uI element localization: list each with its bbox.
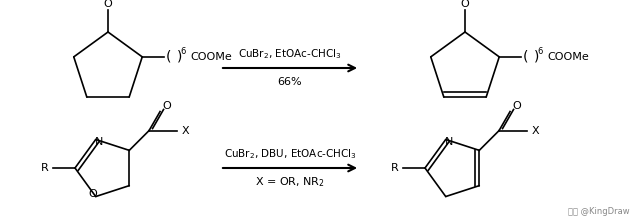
Text: O: O bbox=[162, 101, 171, 110]
Text: ): ) bbox=[534, 50, 540, 64]
Text: O: O bbox=[461, 0, 469, 9]
Text: X: X bbox=[532, 126, 540, 136]
Text: O: O bbox=[104, 0, 113, 9]
Text: (: ( bbox=[524, 50, 529, 64]
Text: R: R bbox=[41, 163, 49, 173]
Text: 6: 6 bbox=[537, 47, 543, 56]
Text: 6: 6 bbox=[180, 47, 186, 56]
Text: X = OR, NR$_2$: X = OR, NR$_2$ bbox=[255, 175, 324, 189]
Text: R: R bbox=[391, 163, 399, 173]
Text: O: O bbox=[88, 189, 97, 198]
Text: CuBr$_2$, EtOAc-CHCl$_3$: CuBr$_2$, EtOAc-CHCl$_3$ bbox=[238, 47, 342, 61]
Text: COOMe: COOMe bbox=[190, 52, 232, 62]
Text: O: O bbox=[512, 101, 521, 110]
Text: N: N bbox=[95, 138, 103, 147]
Text: COOMe: COOMe bbox=[547, 52, 589, 62]
Text: 头条 @KingDraw: 头条 @KingDraw bbox=[568, 207, 630, 216]
Text: 66%: 66% bbox=[278, 77, 302, 87]
Text: X: X bbox=[182, 126, 189, 136]
Text: CuBr$_2$, DBU, EtOAc-CHCl$_3$: CuBr$_2$, DBU, EtOAc-CHCl$_3$ bbox=[223, 147, 356, 161]
Text: ): ) bbox=[177, 50, 182, 64]
Text: N: N bbox=[445, 138, 453, 147]
Text: (: ( bbox=[166, 50, 172, 64]
